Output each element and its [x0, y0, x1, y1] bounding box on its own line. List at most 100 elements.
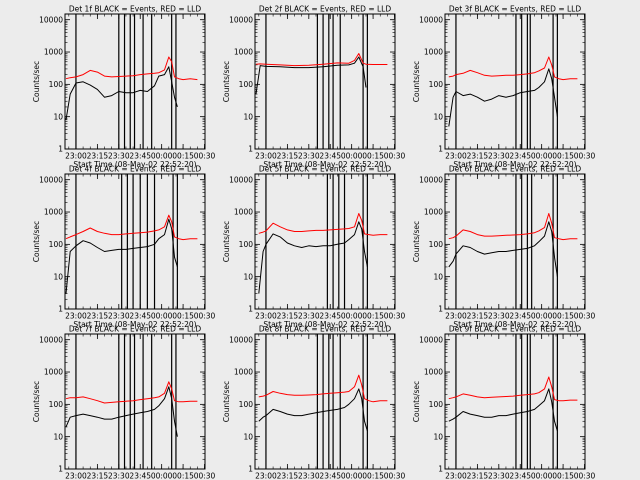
plot-frame	[254, 13, 396, 150]
y-tick-label: 10000	[419, 175, 443, 184]
y-axis-label: Counts/sec	[222, 381, 231, 422]
x-tick-label: 00:30	[574, 312, 596, 321]
detector-panel-6: Det 6f BLACK = Events, RED = LLD Counts/s…	[412, 165, 596, 330]
y-tick-label: 1	[248, 145, 253, 154]
x-tick-label: 23:15	[467, 472, 489, 480]
y-axis-label: Counts/sec	[412, 221, 421, 262]
y-axis-label: Counts/sec	[412, 381, 421, 422]
x-tick-label: 00:00	[341, 472, 363, 480]
detector-panel-2: Det 2f BLACK = Events, RED = LLD Counts/s…	[222, 5, 406, 170]
x-tick-label: 23:00	[445, 152, 467, 161]
x-tick-label: 23:00	[255, 152, 277, 161]
y-tick-label: 100	[239, 400, 254, 409]
x-tick-label: 23:15	[87, 152, 109, 161]
events-series-line	[65, 66, 178, 120]
x-axis-label: Start Time (08-May-02 22:52:20)	[73, 320, 196, 329]
x-tick-label: 23:30	[298, 472, 320, 480]
plot-frame	[254, 173, 396, 310]
plot-frame	[254, 333, 396, 470]
x-tick-label: 00:00	[341, 152, 363, 161]
plot-frame	[64, 13, 206, 150]
x-tick-label: 00:15	[362, 312, 384, 321]
y-tick-label: 1	[58, 465, 63, 474]
x-axis-label: Start Time (08-May-02 22:52:20)	[263, 160, 386, 169]
x-tick-label: 23:30	[298, 152, 320, 161]
y-tick-label: 100	[429, 400, 444, 409]
x-tick-label: 23:00	[445, 312, 467, 321]
x-tick-label: 00:30	[194, 472, 216, 480]
x-axis-label: Start Time (08-May-02 22:52:20)	[263, 320, 386, 329]
x-tick-label: 00:00	[531, 472, 553, 480]
y-tick-label: 100	[429, 80, 444, 89]
x-tick-label: 23:45	[509, 312, 531, 321]
lld-series-line	[65, 56, 198, 81]
panel-title: Det 7f BLACK = Events, RED = LLD	[69, 325, 202, 334]
detector-panel-9: Det 9f BLACK = Events, RED = LLD Counts/s…	[412, 325, 596, 480]
panel-title: Det 5f BLACK = Events, RED = LLD	[259, 165, 392, 174]
x-tick-label: 23:00	[65, 152, 87, 161]
y-tick-label: 1000	[234, 48, 253, 57]
x-tick-label: 00:30	[194, 152, 216, 161]
x-tick-label: 00:15	[362, 152, 384, 161]
detector-panel-7: Det 7f BLACK = Events, RED = LLD Counts/s…	[32, 325, 216, 480]
plot-frame	[444, 173, 586, 310]
lld-series-line	[448, 213, 578, 241]
y-tick-label: 10000	[229, 15, 253, 24]
x-tick-label: 23:30	[488, 152, 510, 161]
y-tick-label: 1000	[44, 208, 63, 217]
x-tick-label: 23:15	[467, 152, 489, 161]
plot-frame	[444, 333, 586, 470]
lld-series-line	[448, 56, 578, 81]
y-tick-label: 10	[53, 272, 63, 281]
y-tick-label: 100	[239, 240, 254, 249]
y-tick-label: 1000	[234, 208, 253, 217]
y-tick-label: 10000	[419, 15, 443, 24]
y-tick-label: 1000	[424, 48, 443, 57]
y-tick-label: 1	[248, 305, 253, 314]
x-tick-label: 23:00	[255, 312, 277, 321]
x-tick-label: 00:15	[172, 312, 194, 321]
x-tick-label: 23:00	[445, 472, 467, 480]
x-tick-label: 23:15	[277, 312, 299, 321]
y-tick-label: 10000	[229, 175, 253, 184]
detector-panel-3: Det 3f BLACK = Events, RED = LLD Counts/s…	[412, 5, 596, 170]
events-series-line	[258, 221, 368, 294]
lld-series-line	[65, 381, 198, 404]
lld-series-line	[258, 213, 388, 236]
x-tick-label: 23:00	[255, 472, 277, 480]
x-tick-label: 23:30	[488, 472, 510, 480]
x-tick-label: 00:15	[552, 152, 574, 161]
y-tick-label: 10	[53, 112, 63, 121]
x-tick-label: 00:00	[531, 312, 553, 321]
events-series-line	[65, 218, 178, 294]
y-axis-label: Counts/sec	[32, 381, 41, 422]
x-tick-label: 23:45	[319, 152, 341, 161]
events-series-line	[448, 68, 558, 127]
y-tick-label: 10	[433, 272, 443, 281]
y-tick-label: 1000	[234, 368, 253, 377]
x-tick-label: 00:00	[151, 472, 173, 480]
x-tick-label: 23:45	[509, 152, 531, 161]
x-tick-label: 00:30	[384, 472, 406, 480]
y-tick-label: 10	[53, 432, 63, 441]
x-tick-label: 00:15	[552, 312, 574, 321]
y-tick-label: 10	[433, 432, 443, 441]
y-tick-label: 1	[438, 145, 443, 154]
y-axis-label: Counts/sec	[32, 61, 41, 102]
events-series-line	[258, 388, 368, 432]
y-tick-label: 10000	[419, 335, 443, 344]
y-tick-label: 1000	[424, 368, 443, 377]
lld-series-line	[448, 376, 578, 402]
y-tick-label: 10000	[39, 15, 63, 24]
y-tick-label: 100	[239, 80, 254, 89]
y-axis-label: Counts/sec	[222, 61, 231, 102]
y-tick-label: 10	[243, 432, 253, 441]
detector-panel-4: Det 4f BLACK = Events, RED = LLD Counts/s…	[32, 165, 216, 330]
y-tick-label: 10	[433, 112, 443, 121]
detector-panel-5: Det 5f BLACK = Events, RED = LLD Counts/s…	[222, 165, 406, 330]
panel-title: Det 3f BLACK = Events, RED = LLD	[449, 5, 582, 14]
y-tick-label: 10000	[229, 335, 253, 344]
y-tick-label: 10000	[39, 335, 63, 344]
y-axis-label: Counts/sec	[412, 61, 421, 102]
